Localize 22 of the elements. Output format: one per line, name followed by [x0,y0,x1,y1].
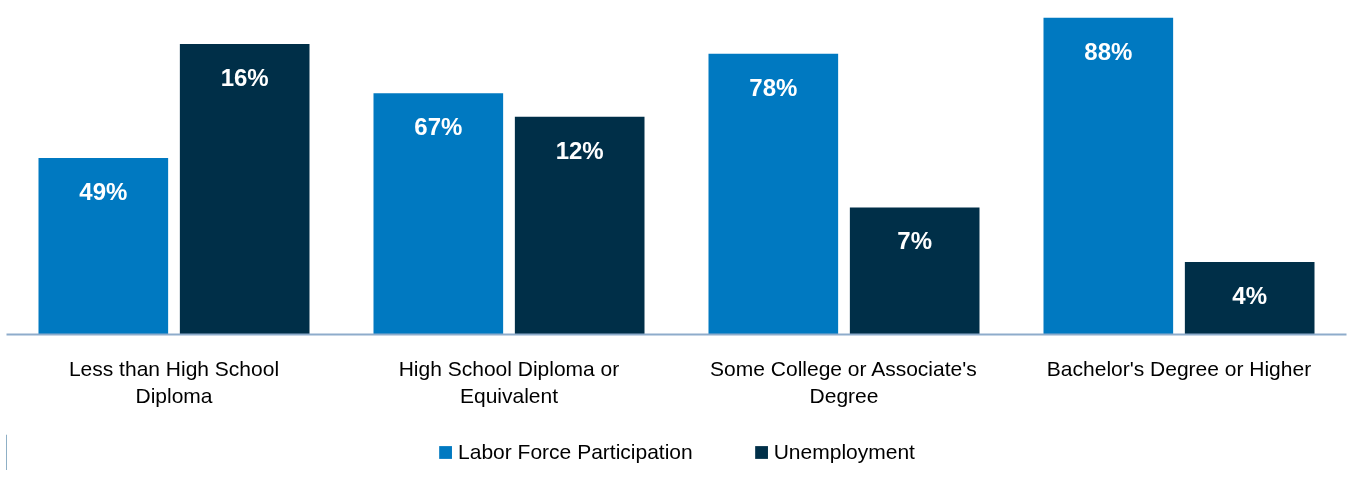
bar [1184,261,1315,335]
x-tick-label: High School Diploma or Equivalent [398,356,620,408]
data-label: 49% [79,178,128,206]
legend-label: Unemployment [773,440,915,464]
bar [708,53,839,335]
data-label: 88% [1084,37,1133,65]
bar [514,116,645,335]
x-tick-label: Bachelor's Degree or Higher [1046,356,1312,380]
bar [1043,17,1174,335]
data-label: 7% [897,227,933,255]
data-label: 12% [555,136,604,164]
bar [373,93,504,335]
x-tick-label: Less than High School Diploma [68,356,280,408]
data-label: 78% [749,73,798,101]
bar [849,207,980,335]
data-label: 67% [414,113,463,141]
bar [179,44,310,335]
bar [38,158,169,335]
data-label: 4% [1232,281,1268,309]
x-tick-label: Some College or Associate's Degree [710,356,977,408]
legend-label: Labor Force Participation [458,440,693,464]
data-label: 16% [220,64,269,92]
